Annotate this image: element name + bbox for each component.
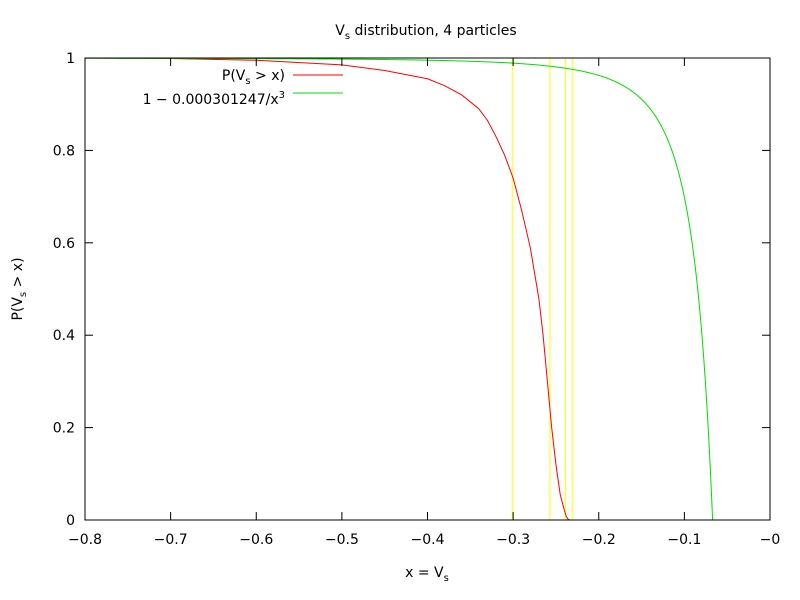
y-tick-label-2: 0.2 bbox=[53, 421, 75, 437]
x-axis-label: x = Vs bbox=[405, 565, 449, 584]
series-group bbox=[84, 57, 714, 521]
x-tick-label-3: −0.6 bbox=[239, 532, 273, 548]
legend-label-1-main: P(V bbox=[222, 68, 246, 84]
y-tick-label-4: 0.6 bbox=[53, 236, 75, 252]
y-tick-label-1: 0 bbox=[66, 513, 75, 529]
x-tick-label-8: −0.1 bbox=[667, 532, 701, 548]
legend: P(Vs > x) 1 − 0.000301247/x3 bbox=[143, 68, 343, 108]
chart-title: Vs distribution, 4 particles bbox=[335, 23, 516, 42]
legend-label-1-sub: s bbox=[245, 76, 250, 87]
chart-title-sub: s bbox=[345, 31, 350, 42]
y-axis-label-rest: > x) bbox=[10, 257, 26, 291]
x-tick-label-9: −0 bbox=[760, 532, 781, 548]
chart-title-rest: distribution, 4 particles bbox=[350, 23, 517, 39]
y-axis-label-main: P(V bbox=[10, 297, 26, 321]
legend-label-2-main: 1 − 0.000301247/x bbox=[143, 92, 279, 108]
legend-label-1: P(Vs > x) bbox=[222, 68, 285, 87]
legend-label-2: 1 − 0.000301247/x3 bbox=[143, 90, 285, 108]
x-axis-label-sub: s bbox=[444, 573, 449, 584]
y-axis-label: P(Vs > x) bbox=[10, 257, 29, 320]
plot-frame bbox=[84, 57, 771, 521]
y-tick-label-6: 1 bbox=[66, 51, 75, 67]
y-tick-label-3: 0.4 bbox=[53, 328, 75, 344]
chart-title-main: V bbox=[335, 23, 345, 39]
series-line-2 bbox=[85, 57, 714, 521]
x-axis-label-main: x = V bbox=[405, 565, 444, 581]
x-tick-label-4: −0.5 bbox=[325, 532, 359, 548]
y-axis-label-sub: s bbox=[18, 292, 29, 297]
x-tick-label-2: −0.7 bbox=[154, 532, 188, 548]
vertical-lines-group bbox=[511, 58, 573, 520]
series-line-1 bbox=[84, 57, 570, 521]
x-tick-label-5: −0.4 bbox=[411, 532, 445, 548]
x-tick-label-1: −0.8 bbox=[68, 532, 102, 548]
x-tick-label-7: −0.2 bbox=[582, 532, 616, 548]
legend-label-2-sup: 3 bbox=[279, 90, 285, 101]
y-tick-label-5: 0.8 bbox=[53, 143, 75, 159]
ticks-group: −0.8 −0.7 −0.6 −0.5 −0.4 −0.3 −0.2 −0.1 −0 0 0.2 0.… bbox=[53, 51, 781, 548]
legend-label-1-rest: > x) bbox=[251, 68, 285, 84]
x-tick-label-6: −0.3 bbox=[496, 532, 530, 548]
